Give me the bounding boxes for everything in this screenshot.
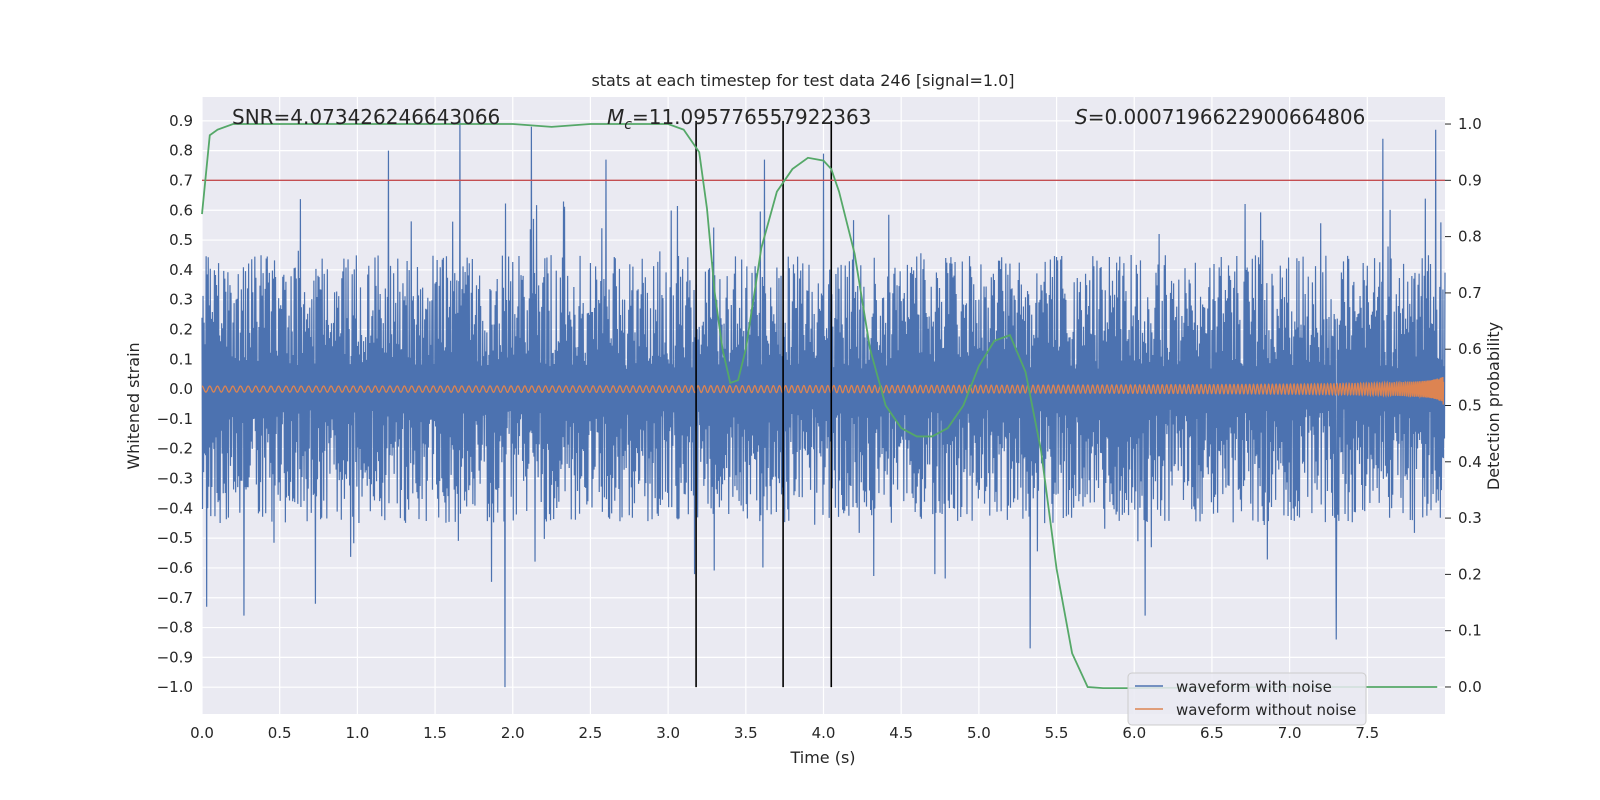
y-left-tick-label: −0.4 (157, 499, 193, 517)
y-right-tick-label: 0.7 (1458, 284, 1482, 302)
y-right-tick-label: 0.8 (1458, 228, 1482, 246)
y-right-tick-label: 0.3 (1458, 509, 1482, 527)
y-left-tick-label: −0.5 (157, 529, 193, 547)
y-right-tick-label: 0.9 (1458, 171, 1482, 189)
legend-label-clean: waveform without noise (1176, 701, 1356, 719)
y-left-tick-label: −0.1 (157, 410, 193, 428)
chirp-mass-subscript: c (624, 117, 632, 133)
x-tick-label: 0.0 (190, 724, 214, 742)
y-left-tick-label: 0.3 (169, 291, 193, 309)
x-tick-label: 6.5 (1200, 724, 1224, 742)
legend-box (1127, 672, 1367, 726)
x-tick-label: 1.0 (345, 724, 369, 742)
event-markers (202, 120, 1445, 688)
x-axis-ticks: 0.0 0.5 1.0 1.5 2.0 2.5 3.0 3.5 4.0 4.5 5.0 5.5 6.0 6… (190, 724, 1379, 742)
y-right-tick-label: 0.1 (1458, 622, 1482, 640)
y-left-tick-label: 0.0 (169, 380, 193, 398)
legend: waveform with noise waveform without noi… (1127, 672, 1367, 726)
s-symbol: S (1075, 105, 1088, 129)
clean-waveform-line (201, 377, 1445, 405)
x-axis-label: Time (s) (789, 748, 855, 767)
y-left-tick-label: −0.8 (157, 619, 193, 637)
y-left-tick-label: −0.3 (157, 470, 193, 488)
y-left-tick-label: 0.5 (169, 231, 193, 249)
s-annotation: S=0.0007196622900664806 (1075, 105, 1365, 129)
legend-label-noisy: waveform with noise (1176, 678, 1332, 696)
x-tick-label: 7.0 (1278, 724, 1302, 742)
y-right-tick-label: 0.0 (1458, 678, 1482, 696)
x-tick-label: 3.0 (656, 724, 680, 742)
probability-series (201, 123, 1438, 689)
y-left-axis-ticks: 0.9 0.8 0.7 0.6 0.5 0.4 0.3 0.2 0.1 0.0 −0.1 −0.2 −0… (157, 112, 193, 696)
x-tick-label: 3.5 (734, 724, 758, 742)
x-tick-label: 6.0 (1122, 724, 1146, 742)
y-left-tick-label: −0.2 (157, 440, 193, 458)
chirp-mass-symbol: M (607, 105, 624, 129)
s-value: =0.0007196622900664806 (1088, 105, 1366, 129)
x-tick-label: 5.0 (967, 724, 991, 742)
noisy-waveform-series (201, 120, 1446, 688)
snr-annotation: SNR=4.073426246643066 (232, 105, 500, 129)
y-left-tick-label: 0.9 (169, 112, 193, 130)
x-tick-label: 2.5 (579, 724, 603, 742)
x-tick-label: 0.5 (268, 724, 292, 742)
y-left-tick-label: 0.4 (169, 261, 193, 279)
y-right-tick-label: 1.0 (1458, 115, 1482, 133)
probability-line (201, 123, 1438, 689)
y-right-axis-ticks: 1.0 0.9 0.8 0.7 0.6 0.5 0.4 0.3 0.2 0.1 0.0 (1445, 115, 1482, 696)
x-tick-label: 2.0 (501, 724, 525, 742)
y-left-tick-label: 0.1 (169, 350, 193, 368)
y-left-tick-label: −0.7 (157, 589, 193, 607)
y-left-axis-label: Whitened strain (124, 342, 143, 469)
clean-waveform-series (201, 377, 1445, 405)
y-left-tick-label: 0.2 (169, 320, 193, 338)
y-left-tick-label: 0.8 (169, 142, 193, 160)
y-right-tick-label: 0.2 (1458, 565, 1482, 583)
y-left-tick-label: −1.0 (157, 678, 193, 696)
noisy-waveform-line (201, 120, 1446, 688)
x-tick-label: 4.5 (889, 724, 913, 742)
chart-title: stats at each timestep for test data 246… (591, 71, 1014, 90)
chirp-mass-value: =11.095776557922363 (632, 105, 871, 129)
y-left-tick-label: −0.9 (157, 648, 193, 666)
y-right-tick-label: 0.5 (1458, 397, 1482, 415)
y-left-tick-label: 0.6 (169, 201, 193, 219)
x-tick-label: 5.5 (1045, 724, 1069, 742)
chirp-mass-annotation: Mc=11.095776557922363 (607, 105, 871, 133)
y-right-tick-label: 0.6 (1458, 340, 1482, 358)
x-tick-label: 7.5 (1355, 724, 1379, 742)
y-right-tick-label: 0.4 (1458, 453, 1482, 471)
y-right-axis-label: Detection probability (1484, 322, 1503, 490)
x-tick-label: 1.5 (423, 724, 447, 742)
x-tick-label: 4.0 (812, 724, 836, 742)
y-left-tick-label: 0.7 (169, 171, 193, 189)
y-left-tick-label: −0.6 (157, 559, 193, 577)
